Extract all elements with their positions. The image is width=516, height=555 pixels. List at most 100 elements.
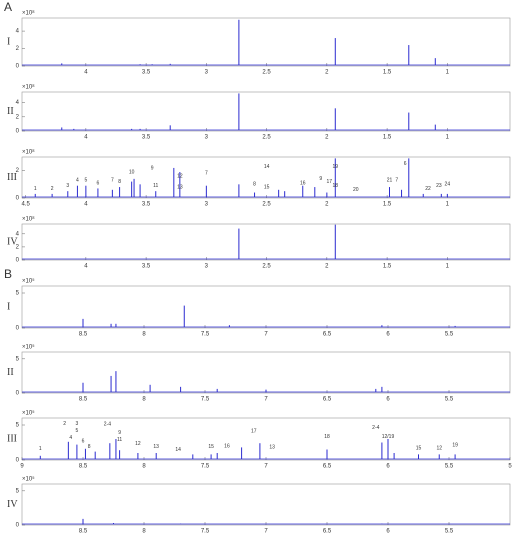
y-exponent: ×10⁸ xyxy=(22,10,35,17)
y-tick-label: 0 xyxy=(16,458,20,464)
plot-frame xyxy=(21,223,511,261)
y-exponent: ×10⁵ xyxy=(22,476,35,483)
y-tick-label: 0 xyxy=(16,196,20,202)
peak-label: 3 xyxy=(76,421,79,427)
x-tick-label: 1 xyxy=(446,135,450,141)
x-tick-label: 1 xyxy=(446,202,450,208)
peak-label: 8 xyxy=(118,179,121,185)
x-tick-label: 8 xyxy=(142,464,146,470)
y-exponent: ×10⁵ xyxy=(22,344,35,351)
y-tick-label: 0 xyxy=(16,129,20,135)
x-tick-label: 3 xyxy=(205,202,209,208)
peak-label: 16 xyxy=(300,180,306,186)
x-tick-label: 8 xyxy=(142,397,146,403)
y-tick-label: 4 xyxy=(16,231,20,237)
x-tick-label: 8.5 xyxy=(79,529,88,535)
peak-label: 3 xyxy=(66,183,69,189)
peak-label: 20 xyxy=(353,187,359,193)
x-tick-label: 1.5 xyxy=(383,135,392,141)
y-tick-label: 2 xyxy=(16,114,20,120)
peak-label: 19 xyxy=(333,164,339,170)
peak-label: 13 xyxy=(269,445,275,451)
x-tick-label: 6.5 xyxy=(323,464,332,470)
peak-label: 16 xyxy=(224,443,230,449)
x-tick-label: 9 xyxy=(20,464,24,470)
peak-label: 11 xyxy=(153,183,158,189)
x-tick-label: 6 xyxy=(386,397,390,403)
peak-label: 10 xyxy=(129,169,135,175)
peak-label: 14 xyxy=(264,164,270,170)
y-tick-label: 5 xyxy=(16,488,20,494)
y-tick-label: 0 xyxy=(16,326,20,332)
peak-label: 2-4 xyxy=(104,422,111,428)
y-tick-label: 0 xyxy=(16,523,20,529)
x-tick-label: 3 xyxy=(205,264,209,270)
y-exponent: ×10⁸ xyxy=(22,216,35,223)
peak-label: 24 xyxy=(445,182,451,188)
panel-row-label: II xyxy=(7,367,14,378)
peak-label: 18 xyxy=(324,434,330,440)
peak-label: 6 xyxy=(97,180,100,186)
peak-label: 9 xyxy=(151,165,154,171)
peak-label: 4 xyxy=(76,178,79,184)
y-tick-label: 4 xyxy=(16,100,20,106)
x-tick-label: 7 xyxy=(264,464,268,470)
x-tick-label: 6 xyxy=(386,464,390,470)
peak-label: 9 xyxy=(319,176,322,182)
plot-frame xyxy=(21,156,511,199)
peak-label: 17 xyxy=(251,429,257,435)
plot-frame xyxy=(21,351,511,394)
peak-label: 5 xyxy=(84,178,87,184)
x-tick-label: 2 xyxy=(325,264,329,270)
x-tick-label: 8.5 xyxy=(79,464,88,470)
x-tick-label: 4 xyxy=(84,202,88,208)
peak-label: 15 xyxy=(264,184,270,190)
x-tick-label: 1.5 xyxy=(383,70,392,76)
x-tick-label: 1 xyxy=(446,70,450,76)
y-tick-label: 2 xyxy=(16,46,20,52)
y-tick-label: 4 xyxy=(16,29,20,35)
peak-label: 9 xyxy=(118,430,121,436)
x-tick-label: 6.5 xyxy=(323,529,332,535)
x-tick-label: 8.5 xyxy=(79,332,88,338)
panel-row-label: II xyxy=(7,106,14,117)
plot-frame xyxy=(21,91,511,132)
peak-label: 12 xyxy=(177,173,183,179)
x-tick-label: 5.5 xyxy=(445,529,454,535)
peak-label: 12 xyxy=(436,445,442,451)
peak-label: 8 xyxy=(88,444,91,450)
x-tick-label: 6 xyxy=(386,529,390,535)
panel-label: B xyxy=(4,267,12,281)
peak-label: 7 xyxy=(111,178,114,184)
x-tick-label: 7.5 xyxy=(201,464,210,470)
peak-label: 6 xyxy=(404,161,407,167)
x-tick-label: 8 xyxy=(142,332,146,338)
x-tick-label: 8 xyxy=(142,529,146,535)
x-tick-label: 1 xyxy=(446,264,450,270)
x-tick-label: 5.5 xyxy=(445,397,454,403)
x-tick-label: 7 xyxy=(264,529,268,535)
peak-label: 5 xyxy=(76,428,79,434)
x-tick-label: 1.5 xyxy=(383,202,392,208)
x-tick-label: 2.5 xyxy=(262,70,271,76)
y-tick-label: 2 xyxy=(16,244,20,250)
x-tick-label: 3 xyxy=(205,70,209,76)
peak-label: 11 xyxy=(117,437,122,443)
peak-label: 22 xyxy=(425,186,431,192)
peak-label: 19 xyxy=(452,443,458,449)
peak-label: 12 xyxy=(135,441,141,447)
panel-label: A xyxy=(4,0,12,14)
peak-label: 1 xyxy=(39,446,42,452)
peak-label: 15 xyxy=(208,444,214,450)
peak-label: 13 xyxy=(177,184,183,190)
x-tick-label: 3 xyxy=(205,135,209,141)
y-tick-label: 5 xyxy=(16,423,20,429)
y-exponent: ×10⁵ xyxy=(22,410,35,417)
peak-label: 18 xyxy=(333,183,339,189)
y-tick-label: 2 xyxy=(16,168,20,174)
peak-label: 7 xyxy=(395,178,398,184)
x-tick-label: 3.5 xyxy=(142,202,151,208)
x-tick-label: 3.5 xyxy=(142,264,151,270)
x-tick-label: 2.5 xyxy=(262,202,271,208)
